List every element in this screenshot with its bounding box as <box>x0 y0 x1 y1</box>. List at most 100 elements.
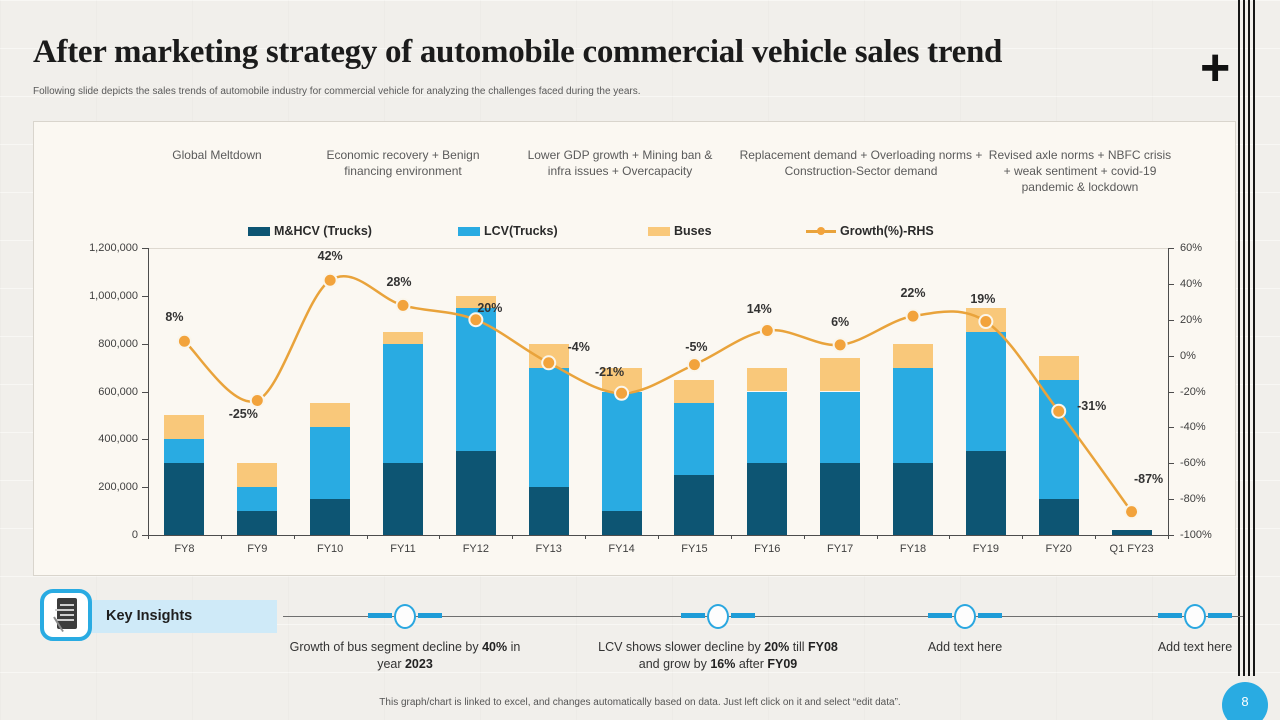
bar-segment <box>455 295 496 308</box>
right-axis-tick <box>1168 319 1174 321</box>
x-axis-label: FY19 <box>972 543 999 555</box>
plus-icon[interactable]: + <box>1200 39 1231 97</box>
bar-segment <box>164 463 205 535</box>
insight-text[interactable]: Add text here <box>1075 639 1280 656</box>
right-axis-tick <box>1168 248 1174 249</box>
bar-segment <box>674 403 715 476</box>
insight-text-segment: after <box>735 656 768 671</box>
timeline-marker <box>394 604 416 629</box>
x-axis-tick <box>293 535 295 539</box>
right-axis-label: 60% <box>1180 242 1203 254</box>
growth-data-label: -25% <box>228 407 258 422</box>
right-axis-label: -40% <box>1180 421 1206 434</box>
timeline-dash <box>1158 613 1182 618</box>
y-axis-line <box>148 248 149 535</box>
bar-segment <box>310 403 351 428</box>
insight-text-segment: LCV shows slower decline by <box>598 640 765 654</box>
growth-data-label: 8% <box>165 310 184 325</box>
bar-segment <box>965 331 1006 452</box>
growth-data-label: 20% <box>477 300 503 315</box>
x-axis-tick <box>148 535 149 539</box>
bar-segment <box>893 343 933 368</box>
y-axis-label: 1,000,000 <box>89 289 138 302</box>
bar-segment <box>893 463 933 535</box>
insight-text[interactable]: LCV shows slower decline by 20% till FY0… <box>598 639 838 673</box>
y-axis-label: 0 <box>131 529 138 541</box>
insight-text[interactable]: Add text here <box>845 639 1085 656</box>
right-axis-label: -60% <box>1180 457 1206 470</box>
legend-swatch <box>648 226 670 236</box>
insight-text-segment: 16% <box>710 656 736 671</box>
bar-segment <box>455 451 496 535</box>
legend-item: Buses <box>648 224 712 238</box>
right-axis-label: 20% <box>1180 313 1203 326</box>
bar-segment <box>674 475 715 535</box>
bar-segment <box>455 307 496 452</box>
growth-marker <box>1124 504 1140 520</box>
x-axis-label: Q1 FY23 <box>1109 543 1154 555</box>
bar-segment <box>820 358 861 392</box>
x-axis-label: FY11 <box>390 543 416 555</box>
x-axis-label: FY20 <box>1045 543 1072 555</box>
growth-data-label: 28% <box>386 275 412 290</box>
insight-text-segment: Growth of bus segment decline by <box>289 640 483 654</box>
y-axis-label: 600,000 <box>98 385 138 398</box>
right-axis-tick <box>1168 535 1174 536</box>
growth-marker <box>541 355 557 371</box>
key-insights-label: Key Insights <box>92 600 277 633</box>
growth-data-label: 42% <box>317 249 343 264</box>
insight-text-segment: FY08 <box>807 640 838 654</box>
legend-swatch <box>248 226 270 236</box>
growth-marker <box>468 312 484 328</box>
legend-swatch <box>458 226 480 236</box>
growth-line-series <box>176 272 1140 520</box>
bar-segment <box>747 391 788 464</box>
bar-segment <box>747 367 788 392</box>
insight-text-segment: FY09 <box>767 656 798 671</box>
chart-annotation: Economic recovery + Benign financing env… <box>326 148 480 178</box>
insight-text[interactable]: Growth of bus segment decline by 40% in … <box>285 639 525 673</box>
insights-timeline <box>283 616 1243 617</box>
growth-data-label: -31% <box>1077 399 1107 414</box>
y-axis-tick <box>142 535 148 536</box>
bar-segment <box>1038 499 1079 535</box>
y-axis-label: 400,000 <box>98 433 138 446</box>
bar-segment <box>820 391 861 464</box>
x-axis-tick <box>1095 535 1097 539</box>
growth-data-label: 22% <box>900 286 926 301</box>
chart-annotation: Lower GDP growth + Mining ban & infra is… <box>527 148 713 178</box>
right-axis-label: -80% <box>1180 493 1206 506</box>
bar-segment <box>601 367 642 392</box>
x-axis-tick <box>439 535 441 539</box>
growth-marker <box>249 392 265 408</box>
top-gridline <box>148 248 1168 249</box>
growth-marker <box>322 272 338 288</box>
insight-text-segment: 20% <box>764 640 790 654</box>
x-axis-label: FY17 <box>826 543 854 555</box>
bar-segment <box>383 343 423 464</box>
timeline-dash <box>928 613 952 618</box>
right-axis-label: 40% <box>1180 277 1203 290</box>
chart-annotation: Global Meltdown <box>172 148 262 162</box>
y-axis-label: 1,200,000 <box>89 242 138 254</box>
growth-marker <box>686 357 702 373</box>
insight-text-segment: Add text here <box>927 640 1003 654</box>
timeline-marker <box>954 604 976 629</box>
y-axis-tick <box>142 391 148 393</box>
x-axis-tick <box>658 535 659 539</box>
x-axis-tick <box>585 535 587 539</box>
bar-segment <box>383 331 423 344</box>
insight-text-segment: 2023 <box>404 656 433 671</box>
legend-item: LCV(Trucks) <box>458 224 558 238</box>
growth-marker <box>395 297 411 313</box>
bar-segment <box>893 367 933 464</box>
x-axis-label: FY8 <box>174 543 195 555</box>
right-axis-label: 0% <box>1180 349 1196 362</box>
bar-segment <box>164 415 205 440</box>
timeline-marker <box>707 604 729 629</box>
legend-label: Buses <box>674 224 712 238</box>
bar-segment <box>820 463 861 535</box>
page-number-badge: 8 <box>1222 682 1268 720</box>
